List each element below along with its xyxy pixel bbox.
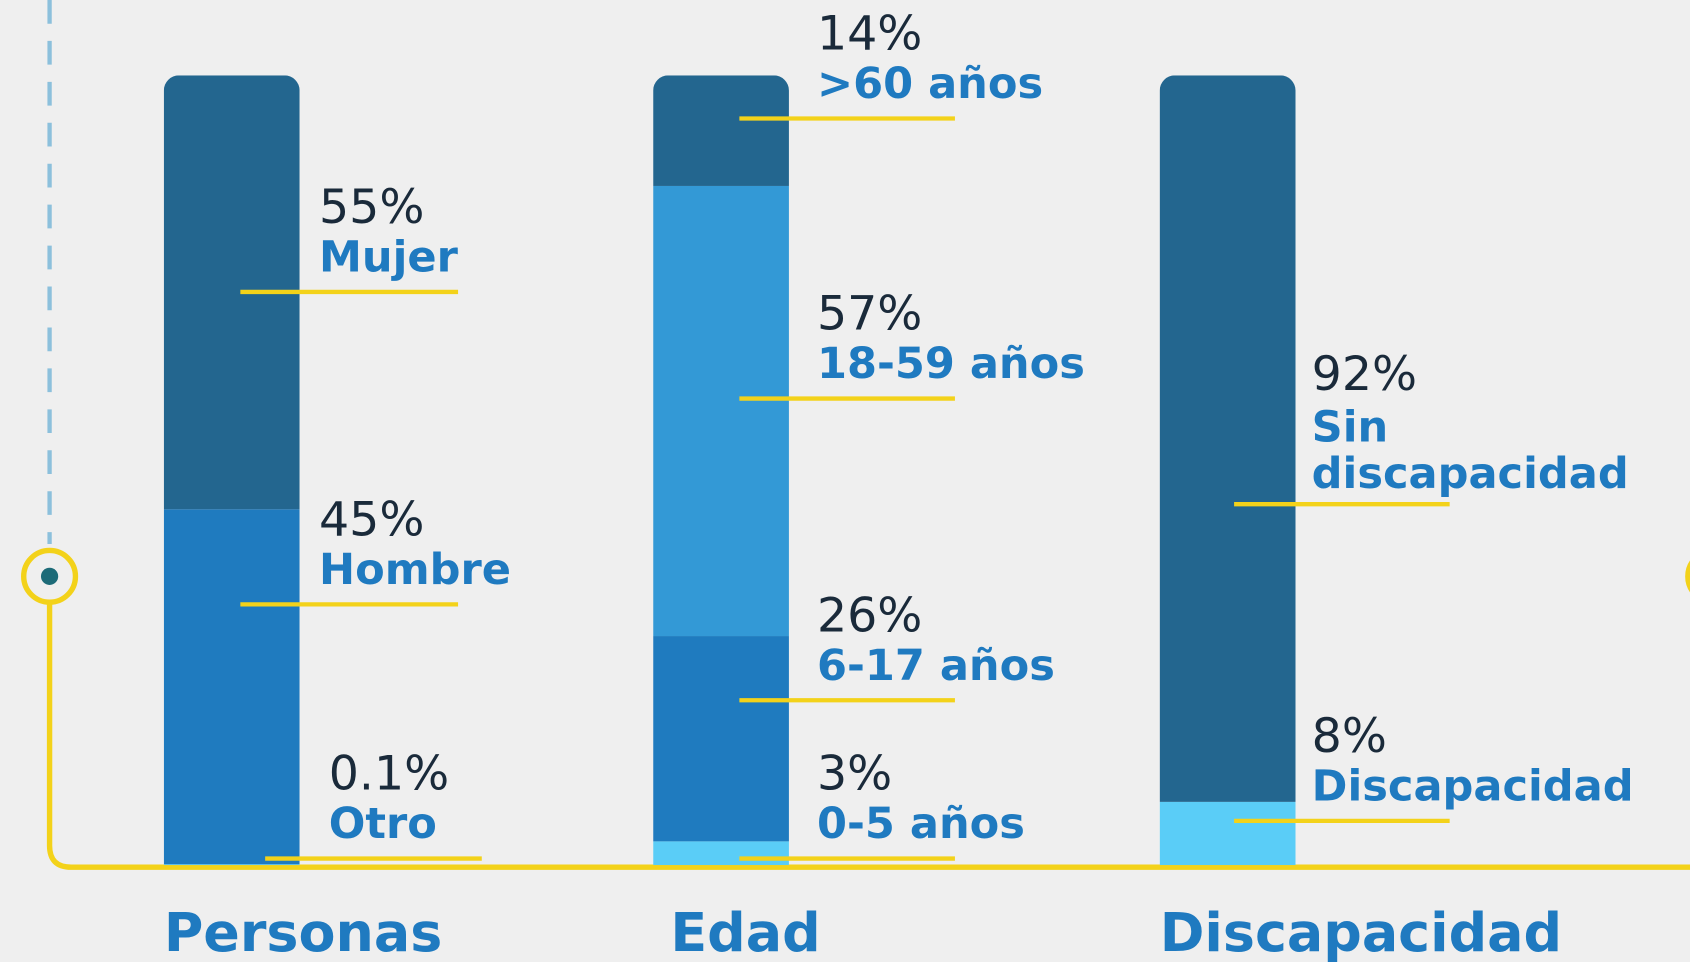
bar-segment	[163, 864, 300, 866]
timeline-node	[1685, 560, 1690, 593]
timeline-solid	[46, 603, 1690, 870]
value-label: 0.1%	[329, 747, 449, 802]
value-label: 3%	[817, 747, 892, 802]
bar-segment	[1159, 75, 1296, 802]
segment-name: 0-5 años	[817, 799, 1025, 849]
segment-name: Hombre	[319, 545, 511, 595]
value-label: 57%	[817, 287, 922, 342]
bar-segment	[653, 841, 789, 866]
segment-name: Mujer	[319, 232, 459, 282]
bar-segment	[1159, 801, 1296, 866]
bar-segment	[653, 185, 789, 637]
bar	[1159, 75, 1296, 866]
category-label: Personas	[164, 901, 442, 962]
bar-segment	[653, 636, 789, 842]
value-label: 55%	[319, 180, 424, 235]
segment-name: Discapacidad	[1312, 761, 1634, 811]
value-label: 8%	[1312, 709, 1387, 764]
bar-segment	[163, 509, 300, 865]
segment-name: 6-17 años	[817, 641, 1055, 691]
value-label: 26%	[817, 588, 922, 643]
value-label: 92%	[1312, 347, 1417, 402]
bar-segment	[653, 75, 789, 186]
segment-name: 18-59 años	[817, 339, 1085, 389]
category-label: Edad	[670, 901, 820, 962]
segment-name: >60 años	[817, 59, 1043, 109]
segment-name: Otro	[329, 799, 437, 849]
bar	[163, 75, 300, 866]
value-label: 45%	[319, 492, 424, 547]
value-label: 14%	[817, 7, 922, 62]
bar	[653, 75, 789, 866]
timeline-dot	[40, 567, 59, 585]
segment-name: Sin discapacidad	[1312, 403, 1629, 499]
category-label: Discapacidad	[1160, 901, 1562, 962]
